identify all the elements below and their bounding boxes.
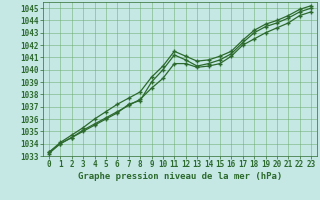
X-axis label: Graphe pression niveau de la mer (hPa): Graphe pression niveau de la mer (hPa)	[78, 172, 282, 181]
